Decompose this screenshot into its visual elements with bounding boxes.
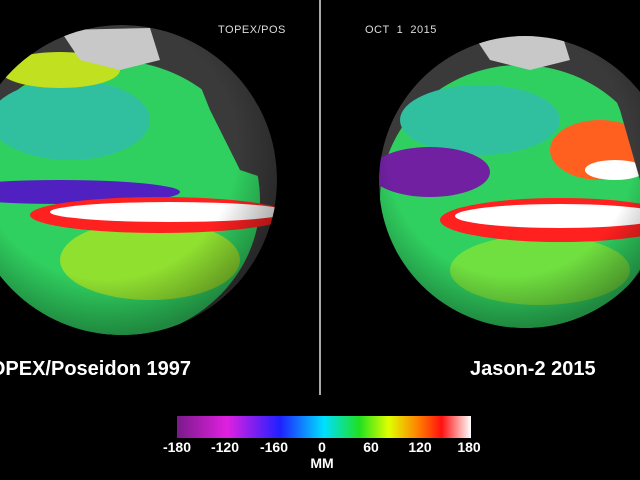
left-panel-title: TOPEX/Poseidon 1997 — [0, 358, 192, 380]
colorbar — [177, 416, 471, 438]
colorbar-tick: 0 — [318, 439, 326, 455]
right-panel-title: Jason-2 2015 — [470, 358, 596, 380]
globes-map — [0, 25, 640, 335]
left-globe — [0, 25, 277, 335]
colorbar-tick: -160 — [259, 439, 289, 455]
date-label: OCT 1 2015 — [365, 24, 437, 36]
colorbar-tick: -120 — [210, 439, 240, 455]
panel-divider — [319, 0, 321, 395]
colorbar-tick: 120 — [408, 439, 432, 455]
colorbar-tick: 180 — [457, 439, 481, 455]
colorbar-unit: MM — [310, 455, 334, 471]
colorbar-tick: -180 — [162, 439, 192, 455]
left-corner-label: TOPEX/POS — [218, 24, 286, 36]
colorbar-tick: 60 — [363, 439, 379, 455]
right-globe — [379, 36, 640, 328]
